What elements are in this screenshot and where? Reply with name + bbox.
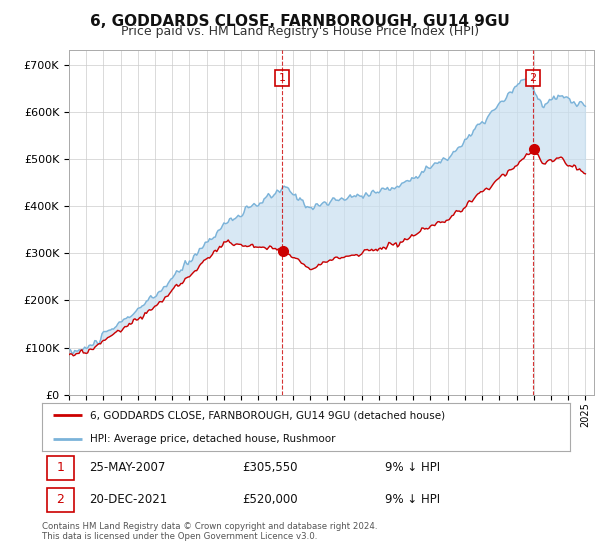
Text: £520,000: £520,000 — [242, 493, 298, 506]
Text: HPI: Average price, detached house, Rushmoor: HPI: Average price, detached house, Rush… — [89, 434, 335, 444]
Text: 9% ↓ HPI: 9% ↓ HPI — [385, 461, 440, 474]
Text: Price paid vs. HM Land Registry's House Price Index (HPI): Price paid vs. HM Land Registry's House … — [121, 25, 479, 38]
FancyBboxPatch shape — [47, 488, 74, 512]
Text: 20-DEC-2021: 20-DEC-2021 — [89, 493, 168, 506]
FancyBboxPatch shape — [47, 455, 74, 480]
Text: Contains HM Land Registry data © Crown copyright and database right 2024.
This d: Contains HM Land Registry data © Crown c… — [42, 522, 377, 542]
Text: 2: 2 — [530, 73, 536, 83]
Text: 6, GODDARDS CLOSE, FARNBOROUGH, GU14 9GU (detached house): 6, GODDARDS CLOSE, FARNBOROUGH, GU14 9GU… — [89, 410, 445, 420]
Text: 25-MAY-2007: 25-MAY-2007 — [89, 461, 166, 474]
Text: 9% ↓ HPI: 9% ↓ HPI — [385, 493, 440, 506]
Text: £305,550: £305,550 — [242, 461, 298, 474]
Text: 6, GODDARDS CLOSE, FARNBOROUGH, GU14 9GU: 6, GODDARDS CLOSE, FARNBOROUGH, GU14 9GU — [90, 14, 510, 29]
Text: 1: 1 — [279, 73, 286, 83]
Text: 1: 1 — [56, 461, 64, 474]
Text: 2: 2 — [56, 493, 64, 506]
